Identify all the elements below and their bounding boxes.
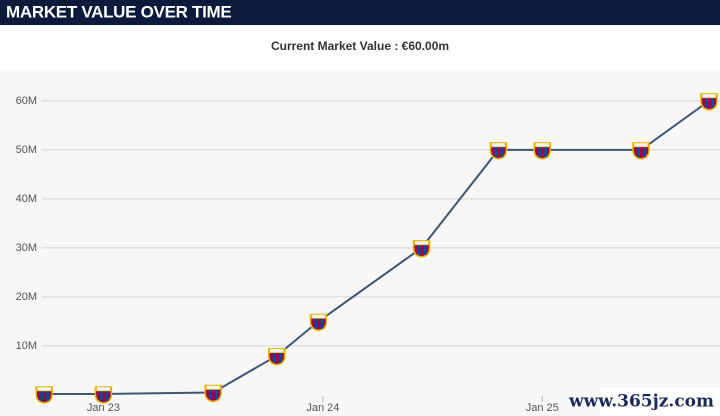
- y-tick-label: 20M: [16, 291, 37, 303]
- crest-top: [205, 385, 221, 390]
- y-tick-label: 60M: [16, 95, 37, 107]
- crest-top: [96, 386, 111, 392]
- chart-title: Current Market Value : €60.00m: [271, 39, 449, 53]
- watermark: www.365jz.com: [568, 392, 714, 412]
- plot-area: [0, 70, 720, 416]
- crest-top: [269, 348, 285, 354]
- y-tick-label: 40M: [16, 193, 37, 205]
- crest-marker: [204, 384, 222, 403]
- crest-stripe: [643, 143, 647, 157]
- crest-marker: [412, 240, 431, 258]
- header-title: MARKET VALUE OVER TIME: [6, 2, 231, 21]
- crest-top: [633, 142, 649, 148]
- crest-top: [534, 142, 550, 148]
- crest-marker: [489, 142, 508, 160]
- crest-marker: [94, 386, 113, 404]
- crest-stripe: [637, 143, 641, 157]
- crest-top: [36, 386, 52, 392]
- crest-stripe: [423, 241, 427, 255]
- crest-stripe: [209, 386, 213, 400]
- crest-stripe: [500, 143, 504, 157]
- grid: [42, 100, 720, 402]
- x-tick-label: Jan 25: [526, 402, 559, 414]
- series-line: [44, 100, 710, 395]
- crest-stripe: [40, 387, 44, 401]
- crest-marker: [533, 142, 552, 160]
- crest-stripe: [494, 143, 498, 157]
- crest-stripe: [278, 349, 282, 363]
- crest-stripe: [105, 387, 109, 401]
- crest-stripe: [544, 143, 548, 157]
- crest-top: [491, 142, 506, 148]
- y-tick-label: 10M: [16, 340, 37, 352]
- crest-stripe: [705, 94, 709, 108]
- watermark-bg: [600, 388, 720, 416]
- y-tick-label: 50M: [16, 144, 37, 156]
- crest-top: [701, 93, 717, 99]
- crest-marker: [268, 347, 286, 366]
- header-bar: [0, 0, 720, 25]
- crest-stripe: [215, 386, 219, 400]
- crest-stripe: [314, 315, 318, 329]
- y-tick-label: 30M: [16, 242, 37, 254]
- crest-stripe: [272, 349, 276, 363]
- crest-stripe: [538, 143, 542, 157]
- x-tick-label: Jan 24: [306, 402, 339, 414]
- crest-marker: [35, 386, 53, 404]
- crest-top: [414, 240, 429, 246]
- crest-marker: [632, 142, 650, 160]
- crest-stripe: [320, 315, 324, 329]
- crest-stripe: [46, 387, 50, 401]
- crest-stripe: [417, 241, 421, 255]
- crest-marker: [700, 93, 718, 111]
- crest-top: [311, 314, 326, 319]
- crest-marker: [309, 313, 328, 332]
- crest-stripe: [99, 387, 103, 401]
- plot: [35, 93, 718, 404]
- crest-stripe: [711, 94, 715, 108]
- x-tick-label: Jan 23: [87, 402, 120, 414]
